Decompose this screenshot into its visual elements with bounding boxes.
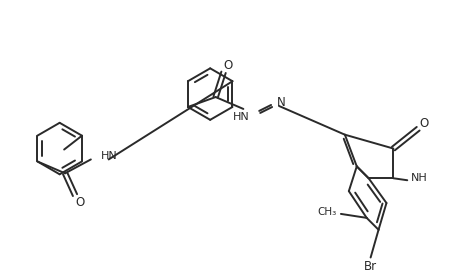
Text: O: O <box>75 196 84 209</box>
Text: CH₃: CH₃ <box>317 207 336 217</box>
Text: HN: HN <box>233 112 249 122</box>
Text: NH: NH <box>410 173 427 183</box>
Text: N: N <box>276 96 285 110</box>
Text: O: O <box>419 117 428 130</box>
Text: Br: Br <box>363 260 376 273</box>
Text: HN: HN <box>101 152 117 161</box>
Text: O: O <box>224 59 233 72</box>
